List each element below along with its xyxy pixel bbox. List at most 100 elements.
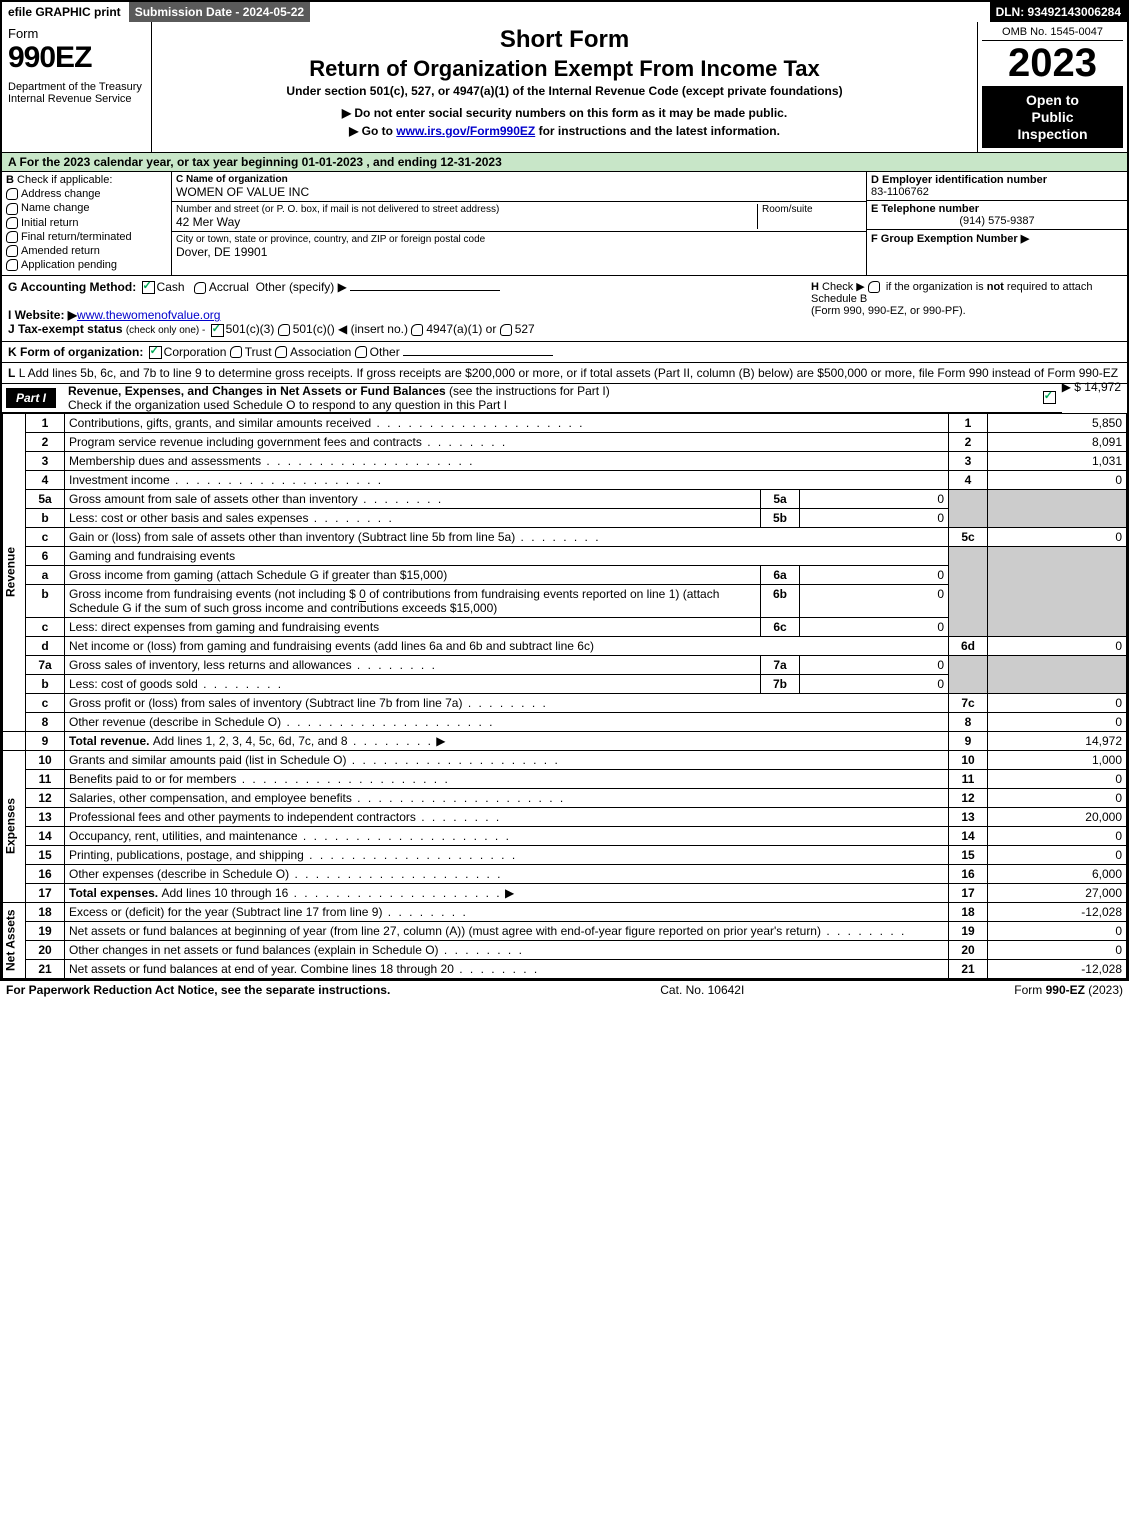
line-7a: 7aGross sales of inventory, less returns… [3, 655, 1127, 674]
line-16: 16Other expenses (describe in Schedule O… [3, 864, 1127, 883]
dln-number: DLN: 93492143006284 [990, 2, 1127, 22]
check-name-change[interactable]: Name change [6, 202, 167, 214]
form-word: Form [8, 26, 145, 41]
return-title: Return of Organization Exempt From Incom… [156, 56, 973, 82]
footer: For Paperwork Reduction Act Notice, see … [0, 981, 1129, 999]
j-label: J Tax-exempt status [8, 322, 123, 336]
irs-link[interactable]: www.irs.gov/Form990EZ [396, 124, 535, 138]
val-18: -12,028 [988, 902, 1127, 921]
val-16: 6,000 [988, 864, 1127, 883]
val-19: 0 [988, 921, 1127, 940]
other-org-input[interactable] [403, 355, 553, 356]
check-pending[interactable]: Application pending [6, 259, 167, 271]
val-5b: 0 [800, 508, 949, 527]
check-final-return[interactable]: Final return/terminated [6, 231, 167, 243]
val-9: 14,972 [988, 731, 1127, 750]
val-17: 27,000 [988, 883, 1127, 902]
top-bar: efile GRAPHIC print Submission Date - 20… [2, 2, 1127, 22]
line-11: 11Benefits paid to or for members110 [3, 769, 1127, 788]
omb-number: OMB No. 1545-0047 [982, 26, 1123, 41]
section-a: A For the 2023 calendar year, or tax yea… [2, 153, 1127, 172]
check-schedule-o[interactable] [1043, 391, 1056, 404]
val-15: 0 [988, 845, 1127, 864]
dept-irs: Internal Revenue Service [8, 93, 145, 105]
val-8: 0 [988, 712, 1127, 731]
expenses-label: Expenses [3, 750, 26, 902]
open-public-badge: Open to Public Inspection [982, 86, 1123, 148]
line-15: 15Printing, publications, postage, and s… [3, 845, 1127, 864]
check-501c[interactable] [278, 324, 290, 336]
form-ref: Form 990-EZ (2023) [1014, 983, 1123, 997]
val-3: 1,031 [988, 451, 1127, 470]
val-7b: 0 [800, 674, 949, 693]
check-cash[interactable] [142, 281, 155, 294]
check-amended[interactable]: Amended return [6, 245, 167, 257]
line-17: 17Total expenses. Add lines 10 through 1… [3, 883, 1127, 902]
part1-title: Revenue, Expenses, and Changes in Net As… [60, 384, 610, 412]
section-l: L L Add lines 5b, 6c, and 7b to line 9 t… [2, 363, 1127, 384]
org-name-label: C Name of organization [176, 174, 862, 185]
header-left: Form 990EZ Department of the Treasury In… [2, 22, 152, 152]
form-number: 990EZ [8, 41, 145, 75]
check-corporation[interactable] [149, 346, 162, 359]
val-5a: 0 [800, 489, 949, 508]
inspection: Inspection [986, 126, 1119, 143]
k-label: K Form of organization: [8, 345, 143, 359]
val-11: 0 [988, 769, 1127, 788]
part1-label: Part I [6, 388, 56, 408]
subtitle: Under section 501(c), 527, or 4947(a)(1)… [156, 84, 973, 98]
phone-label: E Telephone number [871, 203, 1123, 215]
other-specify-input[interactable] [350, 290, 500, 291]
line-6: 6Gaming and fundraising events [3, 546, 1127, 565]
check-4947[interactable] [411, 324, 423, 336]
line-7c: cGross profit or (loss) from sales of in… [3, 693, 1127, 712]
section-def: D Employer identification number 83-1106… [867, 172, 1127, 275]
ein-label: D Employer identification number [871, 174, 1123, 186]
l-text: L Add lines 5b, 6c, and 7b to line 9 to … [19, 366, 1118, 380]
check-trust[interactable] [230, 346, 242, 358]
h-label: H [811, 281, 819, 293]
line-4: 4Investment income40 [3, 470, 1127, 489]
entity-block: B Check if applicable: Address change Na… [2, 172, 1127, 276]
val-7c: 0 [988, 693, 1127, 712]
header: Form 990EZ Department of the Treasury In… [2, 22, 1127, 153]
check-schedule-b[interactable] [868, 281, 880, 293]
val-14: 0 [988, 826, 1127, 845]
check-other-org[interactable] [355, 346, 367, 358]
check-association[interactable] [275, 346, 287, 358]
header-right: OMB No. 1545-0047 2023 Open to Public In… [977, 22, 1127, 152]
spacer [312, 2, 989, 22]
check-527[interactable] [500, 324, 512, 336]
check-accrual[interactable] [194, 282, 206, 294]
check-initial-return[interactable]: Initial return [6, 217, 167, 229]
check-address-change[interactable]: Address change [6, 188, 167, 200]
website-link[interactable]: www.thewomenofvalue.org [77, 308, 220, 322]
city-label: City or town, state or province, country… [176, 234, 862, 245]
val-2: 8,091 [988, 432, 1127, 451]
val-6b: 0 [800, 584, 949, 617]
note-ssn: ▶ Do not enter social security numbers o… [156, 106, 973, 120]
submission-date: Submission Date - 2024-05-22 [129, 2, 312, 22]
line-19: 19Net assets or fund balances at beginni… [3, 921, 1127, 940]
line-10: Expenses 10Grants and similar amounts pa… [3, 750, 1127, 769]
val-13: 20,000 [988, 807, 1127, 826]
phone-value: (914) 575-9387 [871, 215, 1123, 227]
section-g: G Accounting Method: Cash Accrual Other … [2, 276, 805, 341]
tax-year: 2023 [982, 41, 1123, 86]
section-c: C Name of organization WOMEN OF VALUE IN… [172, 172, 867, 275]
accrual-label: Accrual [209, 280, 249, 294]
gh-row: G Accounting Method: Cash Accrual Other … [2, 276, 1127, 342]
val-6a: 0 [800, 565, 949, 584]
h-text2: if the organization is [886, 281, 987, 293]
b-letter: B [6, 174, 14, 186]
val-6c: 0 [800, 617, 949, 636]
h-text4: (Form 990, 990-EZ, or 990-PF). [811, 305, 966, 317]
form-container: efile GRAPHIC print Submission Date - 20… [0, 0, 1129, 981]
j-note: (check only one) - [126, 325, 205, 336]
cash-label: Cash [157, 280, 185, 294]
revenue-label: Revenue [3, 413, 26, 731]
check-501c3[interactable] [211, 324, 224, 337]
section-b: B Check if applicable: Address change Na… [2, 172, 172, 275]
val-7a: 0 [800, 655, 949, 674]
revenue-table: Revenue 1Contributions, gifts, grants, a… [2, 413, 1127, 979]
